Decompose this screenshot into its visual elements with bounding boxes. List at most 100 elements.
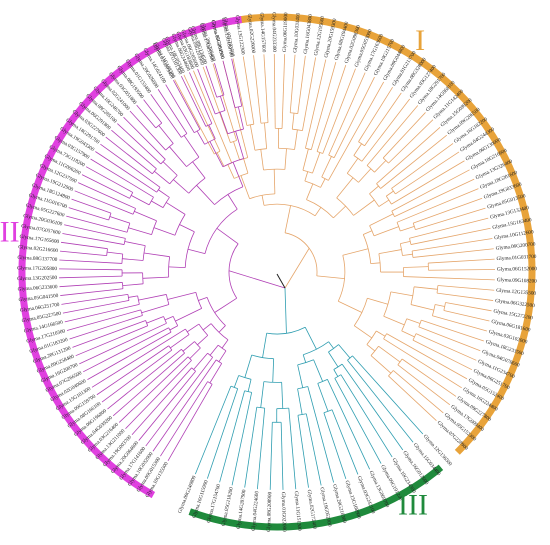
tree-branch xyxy=(354,326,372,338)
tree-branch xyxy=(154,171,169,184)
tree-branch xyxy=(215,298,237,312)
tree-branch-arc xyxy=(371,346,379,355)
tree-branch xyxy=(446,302,492,310)
tree-branch xyxy=(314,360,323,382)
tree-branch xyxy=(66,216,127,232)
tree-branch-arc xyxy=(234,173,248,178)
tree-branch-arc xyxy=(208,353,213,357)
tree-branch xyxy=(138,294,166,300)
tree-branch xyxy=(324,413,346,479)
tree-branch xyxy=(64,225,125,239)
tree-branch xyxy=(298,389,303,415)
tree-branch xyxy=(354,144,362,156)
tree-branch xyxy=(312,152,319,173)
tree-branch-arc xyxy=(157,187,160,192)
tree-branch xyxy=(421,320,484,341)
tree-branch-arc xyxy=(218,345,226,351)
tree-branch-arc xyxy=(335,375,341,379)
tree-branch xyxy=(412,238,492,251)
leaf-label: Glyma.04G233300 xyxy=(271,12,277,52)
leaf-label: Glyma.14G157600 xyxy=(258,12,266,53)
tree-branch xyxy=(274,169,275,194)
tree-branch-arc xyxy=(152,169,156,174)
tree-branch xyxy=(335,378,381,463)
tree-branch xyxy=(217,228,238,243)
tree-branch xyxy=(197,335,207,344)
tree-branch xyxy=(168,292,196,299)
tree-branch-arc xyxy=(285,233,317,276)
tree-branch xyxy=(328,82,383,181)
tree-branch-arc xyxy=(305,181,321,187)
tree-branch xyxy=(386,191,393,196)
tree-branch xyxy=(341,375,392,457)
tree-branch xyxy=(233,162,243,187)
tree-branch xyxy=(322,156,332,177)
tree-branch xyxy=(147,316,164,323)
tree-branch xyxy=(402,254,412,255)
tree-branch xyxy=(342,364,403,450)
tree-branch-arc xyxy=(216,360,222,364)
tree-branch xyxy=(106,137,153,174)
tree-branch xyxy=(130,111,166,150)
root-branch xyxy=(229,271,285,288)
tree-branch xyxy=(321,179,326,188)
tree-branch xyxy=(125,360,191,428)
clade-label-ii: II xyxy=(0,215,20,248)
tree-branch-arc xyxy=(169,346,172,350)
tree-branch xyxy=(411,228,491,244)
tree-branch xyxy=(151,201,163,208)
tree-branch xyxy=(123,284,143,286)
tree-branch-arc xyxy=(386,196,391,204)
tree-branch xyxy=(428,269,495,270)
tree-branch-arc xyxy=(298,360,314,365)
tree-branch xyxy=(305,327,316,349)
tree-branch xyxy=(213,64,237,141)
tree-branch xyxy=(214,63,224,95)
tree-branch-arc xyxy=(369,194,378,207)
tree-branch xyxy=(125,241,146,245)
tree-branch xyxy=(153,360,216,451)
tree-branch xyxy=(384,316,405,325)
tree-branch xyxy=(285,205,291,232)
tree-branch xyxy=(160,382,207,457)
tree-branch xyxy=(244,159,248,174)
tree-branch-arc xyxy=(290,113,298,114)
tree-branch-arc xyxy=(187,157,199,166)
tree-branch xyxy=(220,112,228,134)
tree-branch xyxy=(298,365,303,388)
tree-branch xyxy=(223,61,235,108)
tree-branch xyxy=(128,228,151,235)
tree-branch xyxy=(308,387,334,483)
tree-branch-arc xyxy=(437,286,438,294)
tree-branch-arc xyxy=(164,316,167,323)
tree-branch xyxy=(169,267,186,268)
tree-branch xyxy=(110,217,130,224)
tree-branch xyxy=(273,359,274,383)
tree-branch xyxy=(428,259,494,263)
tree-branch xyxy=(379,346,400,362)
tree-branch-arc xyxy=(402,319,407,331)
tree-branch xyxy=(219,351,226,362)
leaf-label: Glyma.06G119000 xyxy=(282,12,289,52)
tree-branch xyxy=(363,231,372,235)
tree-branch xyxy=(122,259,143,261)
tree-branch xyxy=(437,293,493,300)
tree-branch-arc xyxy=(163,197,169,207)
tree-branch xyxy=(262,195,264,205)
tree-branch xyxy=(144,253,170,257)
root-branch xyxy=(285,248,309,288)
tree-branch xyxy=(334,370,338,377)
tree-branch-arc xyxy=(370,226,374,236)
tree-branch-arc xyxy=(185,329,189,335)
clade-label-i: I xyxy=(415,24,425,57)
tree-branch xyxy=(158,190,169,198)
tree-branch xyxy=(124,117,166,159)
tree-branch-arc xyxy=(152,221,157,235)
tree-branch xyxy=(203,324,211,330)
tree-branch xyxy=(369,186,378,194)
tree-branch xyxy=(261,149,264,170)
tree-branch xyxy=(198,297,207,300)
tree-branch xyxy=(107,252,123,254)
tree-branch xyxy=(333,206,345,218)
tree-branch xyxy=(327,379,369,469)
